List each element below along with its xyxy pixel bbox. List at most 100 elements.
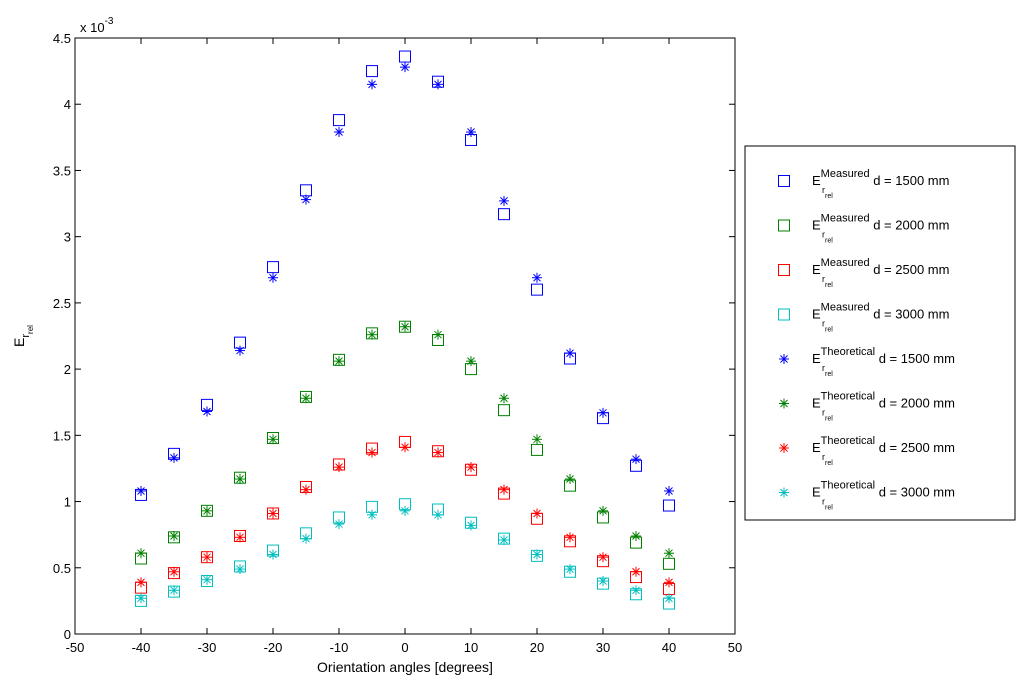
data-point	[433, 447, 443, 458]
data-point	[532, 434, 542, 445]
data-point	[235, 532, 245, 543]
y-axis-multiplier-base: x 10	[80, 20, 105, 35]
data-point	[235, 564, 245, 575]
y-tick-label: 3.5	[53, 163, 71, 178]
data-point	[532, 549, 542, 560]
data-point	[531, 443, 543, 456]
legend-marker	[778, 264, 790, 276]
legend-label: ETheoretical d = 1500 mm	[812, 346, 955, 366]
x-tick-label: 50	[728, 640, 742, 655]
y-axis-multiplier-exponent: -3	[105, 16, 114, 27]
data-point	[334, 356, 344, 367]
data-point	[301, 393, 311, 404]
data-point	[498, 404, 510, 417]
data-point	[664, 593, 674, 604]
legend-label: ETheoretical d = 2500 mm	[812, 435, 955, 455]
legend-label: ETheoretical d = 3000 mm	[812, 480, 955, 500]
data-point	[136, 485, 146, 496]
legend-label-subscript: rrel	[822, 408, 833, 423]
data-point	[631, 566, 641, 577]
y-tick-label: 2	[64, 362, 71, 377]
data-point	[466, 127, 476, 138]
data-point	[433, 329, 443, 340]
x-tick-label: -40	[132, 640, 151, 655]
data-point	[663, 499, 675, 512]
y-tick-label: 0	[64, 627, 71, 642]
data-point	[499, 484, 509, 495]
data-point	[399, 320, 411, 333]
data-point	[136, 548, 146, 559]
legend-label: EMeasured d = 2000 mm	[812, 213, 949, 233]
data-point	[301, 533, 311, 544]
data-point	[631, 530, 641, 541]
x-tick-label: 30	[596, 640, 610, 655]
legend-marker	[779, 398, 789, 409]
data-point	[598, 407, 608, 418]
x-tick-label: -50	[66, 640, 85, 655]
y-tick-label: 4.5	[53, 31, 71, 46]
data-point	[136, 593, 146, 604]
data-point	[268, 508, 278, 519]
data-point	[433, 509, 443, 520]
data-point	[663, 557, 675, 570]
data-point	[268, 549, 278, 560]
data-point	[565, 564, 575, 575]
x-tick-label: 10	[464, 640, 478, 655]
legend-label: EMeasured d = 1500 mm	[812, 168, 949, 188]
data-point	[334, 127, 344, 138]
data-point	[532, 508, 542, 519]
x-tick-label: -30	[198, 640, 217, 655]
data-point	[466, 520, 476, 531]
data-point	[466, 356, 476, 367]
legend-label-subscript: rrel	[822, 452, 833, 467]
data-point	[499, 393, 509, 404]
data-point	[367, 509, 377, 520]
data-point	[531, 283, 543, 296]
data-point	[201, 551, 213, 564]
data-point	[268, 272, 278, 283]
data-point	[400, 442, 410, 453]
series-theoretical-1500	[136, 62, 674, 496]
y-tick-label: 4	[64, 97, 71, 112]
y-tick-label: 1	[64, 495, 71, 510]
data-point	[235, 474, 245, 485]
x-tick-label: 20	[530, 640, 544, 655]
data-point	[664, 548, 674, 559]
data-point	[267, 507, 279, 520]
legend-label-subscript: rrel	[822, 363, 833, 378]
data-point	[399, 50, 411, 63]
legend-marker	[779, 354, 789, 364]
data-point	[498, 208, 510, 221]
data-point	[631, 454, 641, 465]
data-point	[466, 462, 476, 473]
data-point	[235, 345, 245, 356]
legend-box	[744, 145, 1016, 521]
data-point	[367, 447, 377, 458]
y-tick-label: 2.5	[53, 296, 71, 311]
legend-label-subscript: rrel	[822, 497, 833, 512]
x-tick-label: -20	[264, 640, 283, 655]
y-tick-label: 1.5	[53, 428, 71, 443]
legend-marker	[778, 308, 790, 321]
legend-marker	[779, 443, 789, 453]
data-point	[267, 261, 279, 274]
data-point	[598, 576, 608, 587]
data-point	[598, 505, 608, 516]
legend-label: EMeasured d = 2500 mm	[812, 257, 949, 277]
data-point	[202, 406, 212, 417]
y-axis-label-main: E	[11, 338, 27, 347]
data-point	[268, 434, 278, 445]
legend-marker	[778, 219, 790, 232]
y-axis-multiplier: x 10-3	[80, 16, 114, 35]
legend-label: EMeasured d = 3000 mm	[812, 302, 949, 322]
y-axis-label: Errel	[11, 325, 35, 347]
